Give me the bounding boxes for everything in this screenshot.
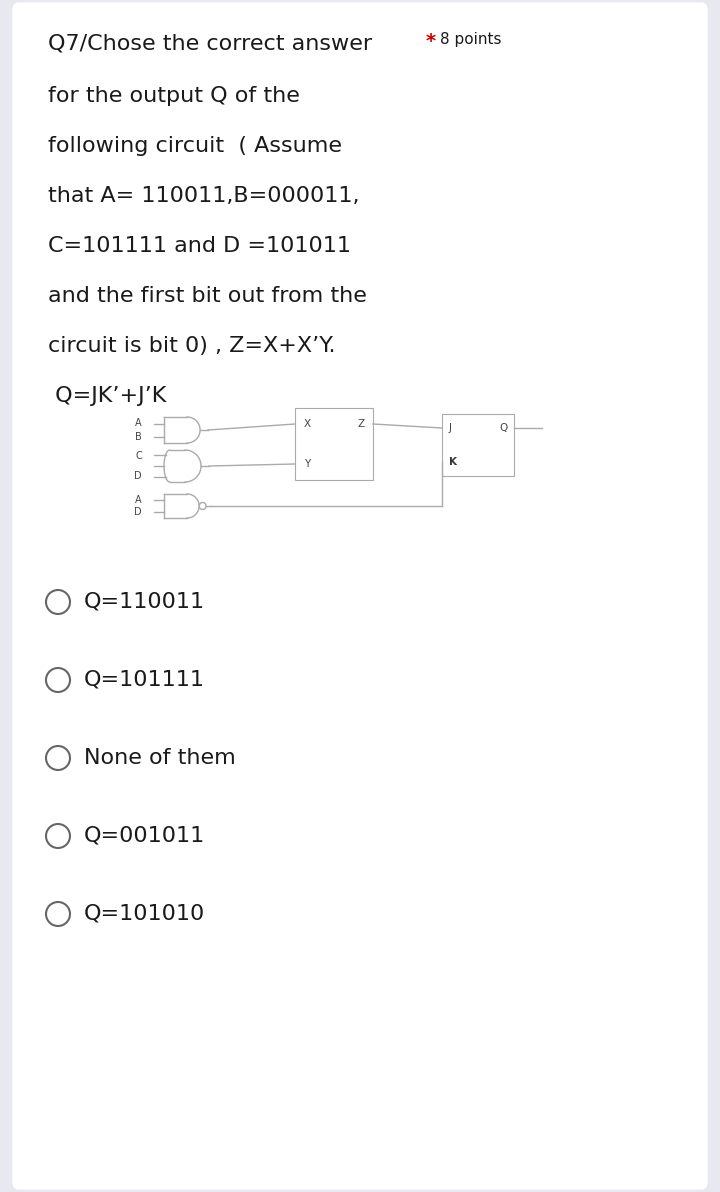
Text: that A= 110011,B=000011,: that A= 110011,B=000011, <box>48 186 359 206</box>
Polygon shape <box>164 451 201 482</box>
Bar <box>442 414 514 476</box>
Bar <box>295 408 373 480</box>
Polygon shape <box>164 417 200 443</box>
Text: B: B <box>135 432 142 441</box>
Text: Q7/Chose the correct answer: Q7/Chose the correct answer <box>48 35 372 54</box>
Text: D: D <box>135 471 142 482</box>
Text: J: J <box>449 423 452 433</box>
Text: Y: Y <box>304 459 310 468</box>
Text: *: * <box>426 32 436 51</box>
Text: Q=101111: Q=101111 <box>84 670 205 690</box>
Text: 8 points: 8 points <box>440 32 502 46</box>
Text: circuit is bit 0) , Z=X+X’Y.: circuit is bit 0) , Z=X+X’Y. <box>48 336 336 356</box>
Polygon shape <box>164 493 199 519</box>
Text: C=101111 and D =101011: C=101111 and D =101011 <box>48 236 351 256</box>
Text: Q=101010: Q=101010 <box>84 904 205 924</box>
Text: Q=JK’+J’K: Q=JK’+J’K <box>48 386 166 406</box>
Text: D: D <box>135 507 142 517</box>
Text: X: X <box>304 420 311 429</box>
Text: Z: Z <box>357 420 364 429</box>
Text: A: A <box>135 418 142 428</box>
Text: A: A <box>135 495 142 505</box>
Text: for the output Q of the: for the output Q of the <box>48 86 300 106</box>
Text: C: C <box>135 451 142 461</box>
Text: Q: Q <box>499 423 508 433</box>
Text: Q=110011: Q=110011 <box>84 592 205 611</box>
Circle shape <box>199 503 206 509</box>
Text: following circuit  ( Assume: following circuit ( Assume <box>48 136 342 156</box>
Text: K: K <box>449 457 457 467</box>
Text: Q=001011: Q=001011 <box>84 826 205 846</box>
Text: None of them: None of them <box>84 749 235 768</box>
Text: and the first bit out from the: and the first bit out from the <box>48 286 367 306</box>
